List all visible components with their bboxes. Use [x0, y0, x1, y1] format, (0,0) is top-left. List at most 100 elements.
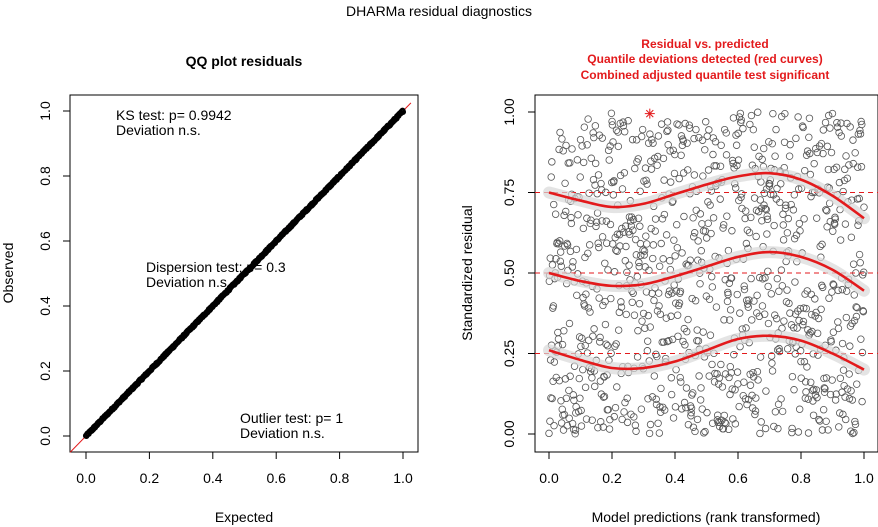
residual-point [794, 307, 802, 315]
residual-point [591, 122, 600, 130]
residual-point [684, 420, 693, 429]
residual-point [702, 234, 711, 242]
residual-point [771, 152, 779, 160]
residual-point [737, 190, 746, 198]
residual-point [599, 301, 607, 310]
residual-point [654, 152, 662, 161]
residual-point [643, 347, 652, 355]
residual-point [849, 260, 858, 268]
residual-point [612, 126, 621, 134]
residual-point [595, 243, 603, 252]
qq-plot-frame [69, 94, 419, 453]
residual-point [824, 111, 833, 120]
residual-point [596, 333, 604, 342]
residual-point [760, 144, 768, 153]
residual-point [646, 323, 654, 331]
residual-point [654, 132, 663, 140]
residual-point [642, 232, 650, 240]
residual-point [628, 298, 636, 306]
residual-point [593, 190, 601, 198]
residual-point [808, 327, 816, 336]
residual-point [852, 312, 861, 321]
residual-point [663, 337, 671, 346]
residual-y-tick-label: 0.75 [501, 179, 517, 206]
residual-point [566, 159, 574, 167]
residual-point [653, 161, 661, 169]
residual-point [848, 396, 857, 404]
residual-point [548, 394, 556, 403]
residual-point [842, 152, 850, 160]
residual-point [640, 247, 649, 255]
residual-point [858, 348, 867, 357]
residual-point [700, 429, 708, 437]
residual-point [622, 310, 630, 319]
residual-point [684, 166, 692, 174]
residual-point [736, 109, 745, 118]
residual-point [858, 120, 866, 129]
residual-point [589, 175, 598, 184]
residual-point [604, 146, 613, 155]
residual-point [769, 109, 777, 118]
residual-point [627, 213, 636, 221]
residual-point [618, 224, 626, 233]
residual-point [743, 300, 752, 308]
residual-point [666, 147, 674, 155]
residual-y-tick-label: 0.50 [501, 259, 517, 286]
residual-point [557, 262, 565, 270]
residual-point [645, 266, 653, 275]
residual-point [550, 421, 558, 430]
residual-point [715, 374, 723, 382]
residual-point [789, 324, 798, 332]
residual-point [625, 213, 634, 221]
residual-point [565, 386, 573, 395]
residual-point [726, 390, 734, 399]
residual-point [845, 370, 853, 378]
residual-point [635, 262, 643, 271]
residual-point [664, 126, 672, 134]
residual-point [634, 327, 642, 335]
residual-point [731, 184, 740, 192]
residual-point [733, 161, 741, 170]
residual-point [720, 411, 729, 420]
residual-point [751, 410, 759, 419]
residual-point [613, 383, 621, 391]
residual-point [748, 316, 756, 324]
residual-point [841, 220, 850, 228]
residual-point [659, 154, 668, 163]
residual-point [804, 429, 813, 437]
outlier-marker [644, 108, 655, 119]
residual-point [775, 347, 784, 356]
residual-point [852, 303, 860, 311]
residual-point [857, 117, 865, 126]
outlier-star [644, 108, 655, 119]
residual-point [741, 214, 749, 223]
qq-y-axis: 0.0 0.2 0.4 0.6 0.8 1.0 [37, 101, 70, 446]
residual-point [810, 159, 818, 168]
residual-point [668, 335, 677, 344]
residual-point [754, 108, 762, 116]
residual-point [603, 239, 611, 247]
residual-panel: Residual vs. predicted Quantile deviatio… [459, 37, 878, 525]
residual-point [853, 380, 861, 388]
residual-point [839, 366, 848, 374]
residual-point [790, 386, 798, 394]
residual-point [692, 206, 700, 214]
residual-point [831, 215, 840, 223]
residual-point [612, 246, 620, 254]
residual-point [556, 257, 565, 266]
residual-point [686, 256, 694, 264]
qq-x-label: Expected [215, 509, 273, 525]
residual-point [828, 288, 836, 296]
residual-point [592, 218, 601, 226]
residual-point [649, 139, 657, 147]
residual-point [850, 316, 859, 325]
residual-point [707, 229, 715, 238]
residual-point [712, 303, 721, 311]
outlier-test-text: Outlier test: p= 1 [240, 410, 343, 426]
residual-point [730, 164, 738, 172]
residual-point [670, 169, 679, 178]
residual-point [763, 212, 771, 220]
residual-point [653, 352, 661, 361]
residual-point [733, 290, 741, 299]
